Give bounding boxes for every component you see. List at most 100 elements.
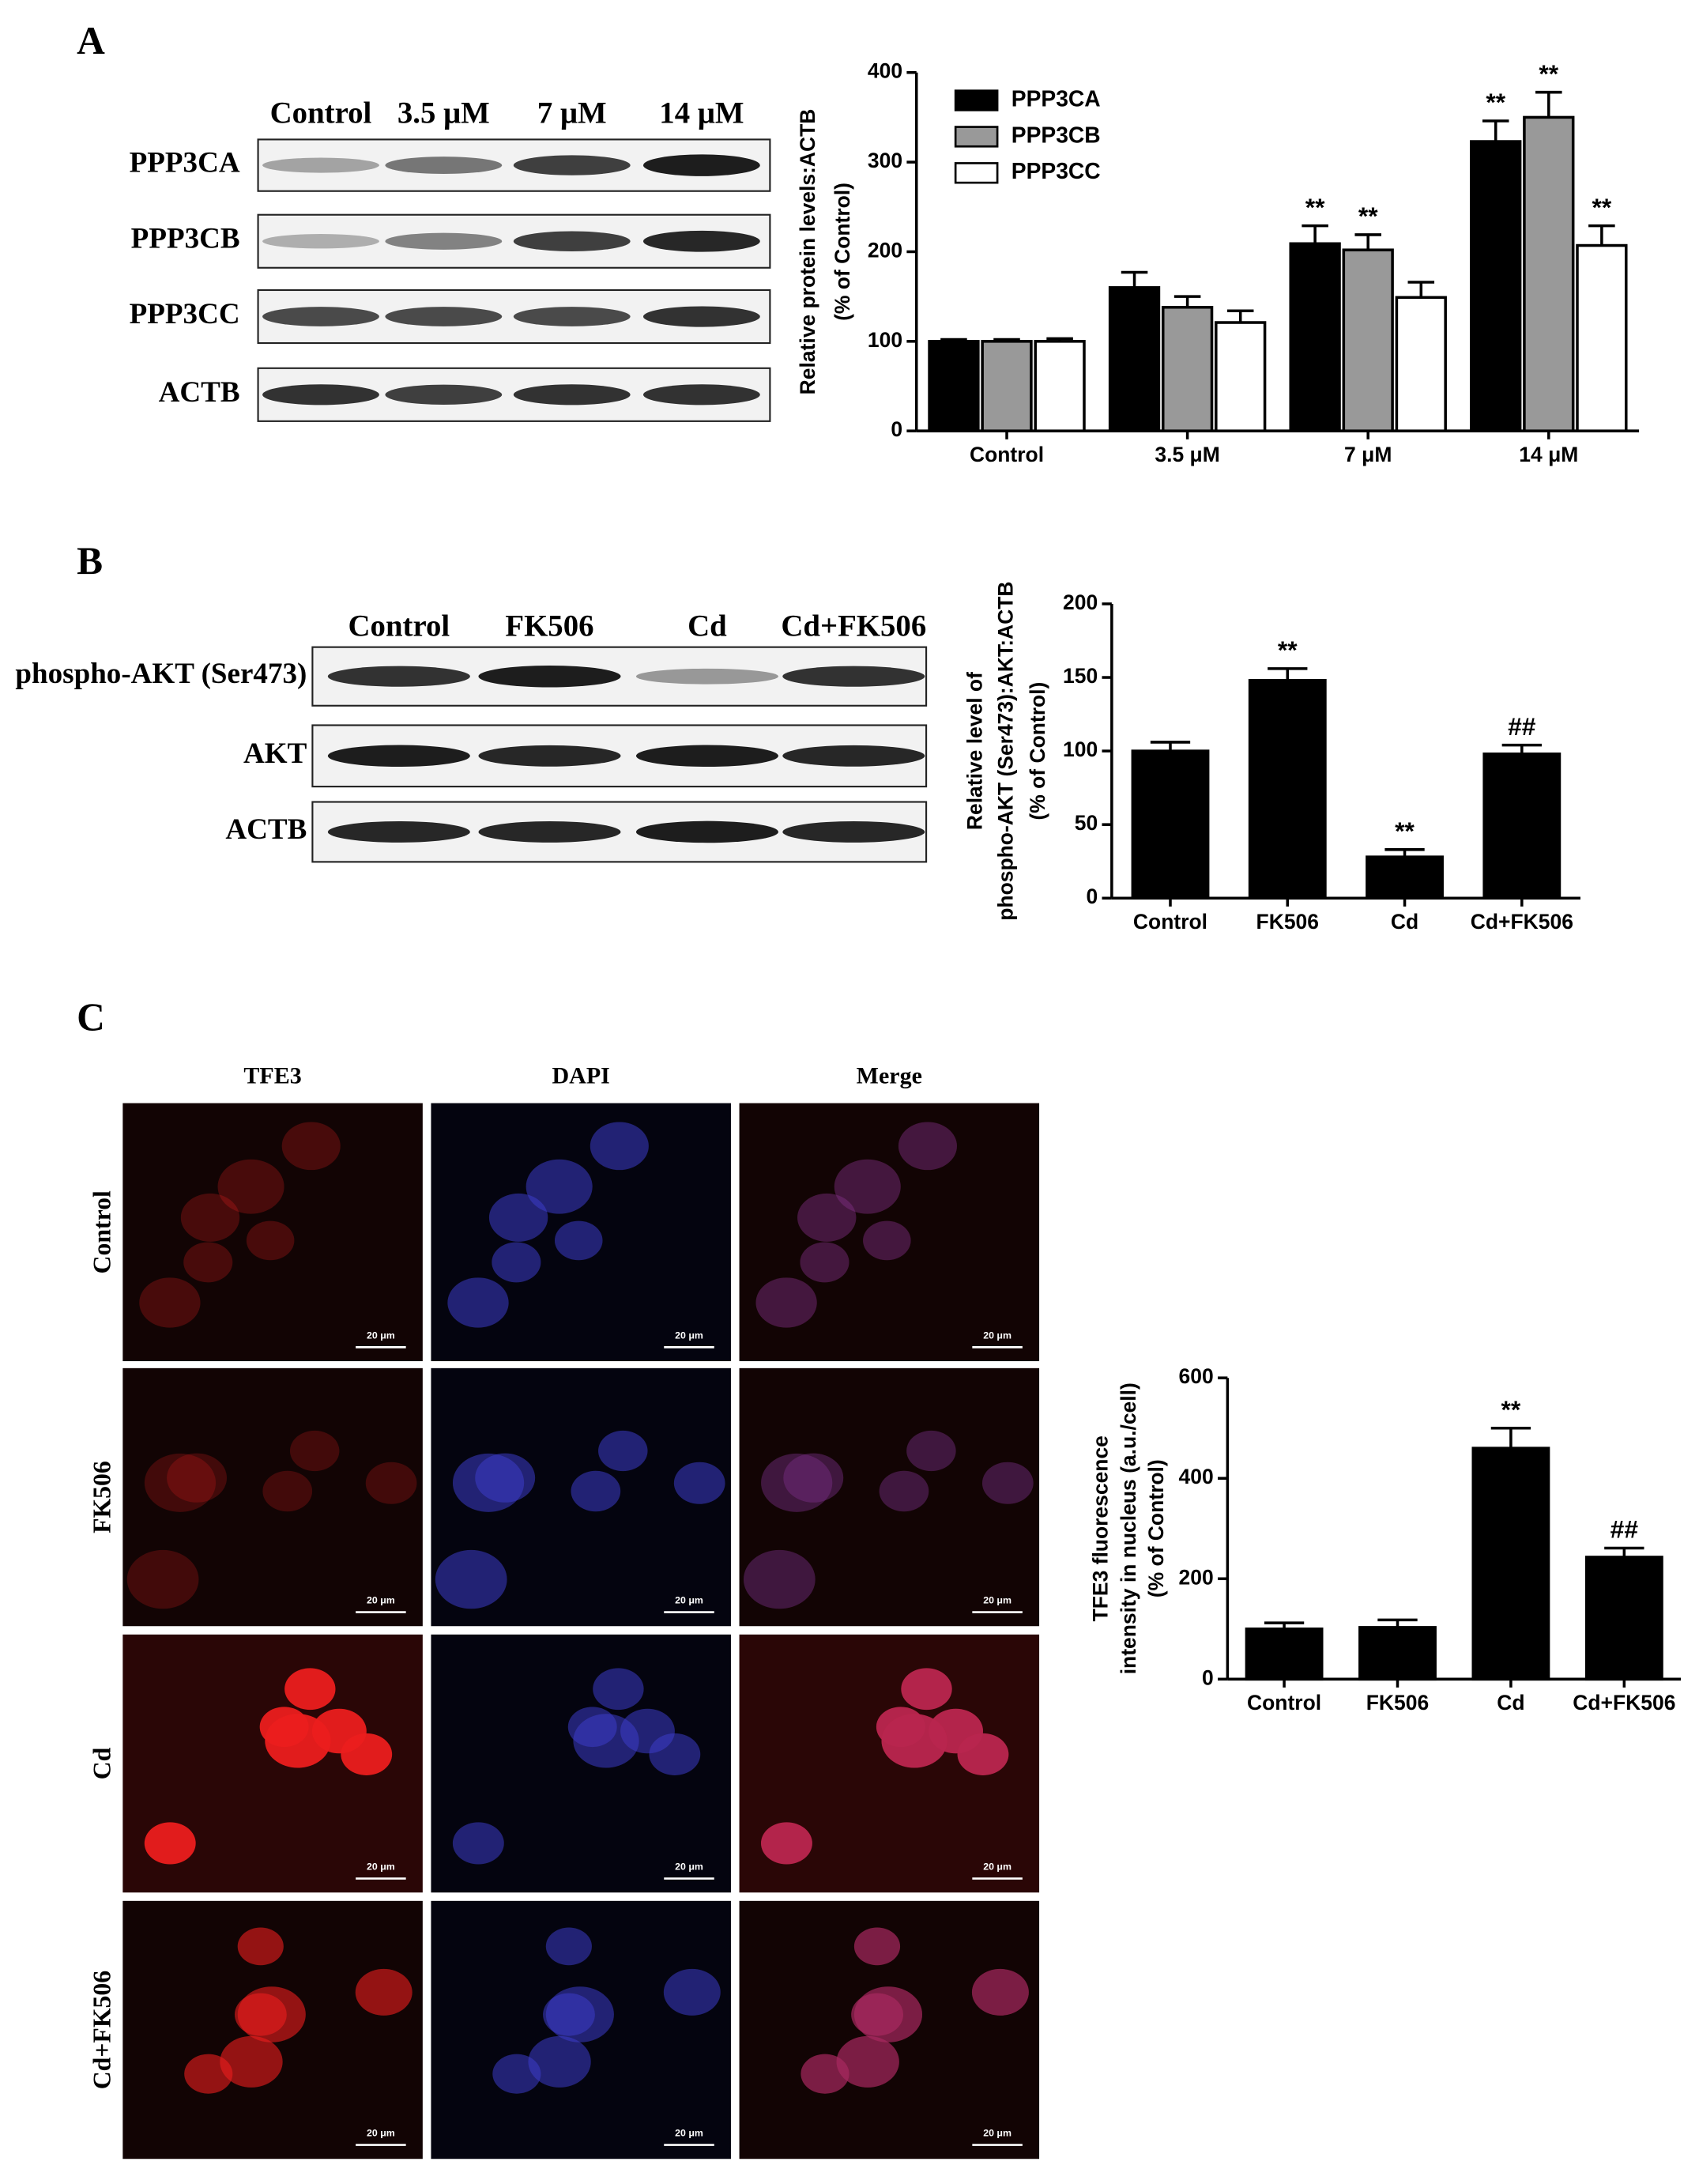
nucleus [981, 1462, 1034, 1504]
nucleus [183, 1242, 233, 1283]
y-axis-label: (% of Control) [1144, 1459, 1168, 1597]
bar [1034, 340, 1086, 432]
column-label: Merge [857, 1063, 922, 1089]
legend-swatch [954, 162, 999, 184]
legend-swatch [954, 89, 999, 111]
nucleus [265, 1714, 331, 1768]
nucleus [783, 1453, 844, 1503]
nucleus [761, 1453, 833, 1512]
scale-bar-label: 20 μm [367, 2128, 395, 2139]
nucleus [184, 2054, 233, 2094]
bar [928, 340, 980, 432]
bar [1215, 321, 1267, 432]
nucleus [853, 1927, 901, 1966]
blot-band [635, 745, 778, 768]
row-label: Cd [89, 1747, 116, 1779]
nucleus [649, 1733, 701, 1775]
x-tick-label: FK506 [1256, 910, 1319, 934]
nucleus [836, 2035, 899, 2088]
blot-band [513, 231, 631, 251]
nucleus [834, 1159, 901, 1214]
nucleus [492, 1242, 541, 1283]
x-tick-label: 3.5 μM [1155, 443, 1219, 466]
nucleus [863, 1220, 911, 1261]
scale-bar-label: 20 μm [675, 1330, 703, 1341]
y-tick-label: 200 [1179, 1565, 1214, 1589]
blot-band [782, 666, 925, 687]
error-bar [1121, 270, 1148, 288]
lane-label: 7 μM [537, 96, 607, 130]
bar [1131, 749, 1210, 900]
bar [1482, 753, 1561, 900]
significance-label: ** [1395, 817, 1415, 845]
blot-band [262, 384, 379, 405]
nucleus [797, 1193, 857, 1242]
error-bar [1173, 295, 1201, 307]
nucleus [879, 1470, 929, 1512]
row-label: ACTB [225, 813, 307, 846]
panel-letter: A [77, 19, 105, 62]
nucleus [545, 1927, 592, 1966]
bar [1523, 115, 1575, 432]
lane-label: FK506 [505, 609, 593, 643]
nucleus [663, 1968, 721, 2016]
nucleus [801, 2054, 850, 2094]
error-bar [1377, 1618, 1418, 1628]
nucleus [783, 1453, 844, 1503]
nucleus [853, 1927, 901, 1966]
blot-band [478, 665, 621, 688]
nucleus [144, 1453, 217, 1512]
nucleus [743, 1549, 816, 1609]
row-label: FK506 [89, 1461, 116, 1533]
nucleus [365, 1462, 417, 1504]
panel-letter: B [77, 539, 103, 583]
nucleus [262, 1470, 313, 1512]
y-tick-label: 200 [868, 238, 902, 262]
nucleus [237, 1927, 284, 1966]
lane-label: 3.5 μM [397, 96, 490, 130]
blot-band [635, 820, 778, 843]
y-axis-label: Relative level of [963, 672, 987, 830]
bar [1470, 140, 1522, 432]
scale-bar-label: 20 μm [367, 1861, 395, 1873]
blot-band [262, 307, 379, 326]
nucleus [220, 2035, 283, 2088]
nucleus [528, 2035, 591, 2088]
error-bar [1302, 224, 1328, 244]
nucleus [543, 1993, 595, 2036]
scale-bar-label: 20 μm [675, 2128, 703, 2139]
blot-band [478, 821, 621, 843]
bar [1584, 1556, 1663, 1681]
nucleus [743, 1549, 816, 1609]
nucleus [673, 1462, 725, 1504]
micrograph [739, 1103, 1040, 1362]
error-bar [1604, 1546, 1644, 1557]
nucleus [492, 2054, 541, 2094]
blot-band [478, 745, 621, 767]
x-tick-label: Cd+FK506 [1471, 910, 1573, 934]
bar [981, 340, 1033, 432]
nucleus [554, 1220, 603, 1261]
x-tick-label: Cd [1497, 1691, 1524, 1714]
nucleus [797, 1193, 857, 1242]
x-tick-label: Control [1247, 1691, 1321, 1714]
nucleus [281, 1122, 341, 1171]
nucleus [898, 1122, 957, 1171]
y-axis-label: intensity in nucleus (a.u./cell) [1117, 1382, 1140, 1674]
nucleus [881, 1714, 947, 1768]
error-bar [1384, 848, 1425, 858]
lane-label: 14 μM [659, 96, 744, 130]
blot-band [327, 666, 470, 687]
nucleus [447, 1277, 509, 1328]
significance-label: ** [1305, 193, 1325, 221]
significance-label: ** [1358, 202, 1378, 230]
x-tick-label: Control [1133, 910, 1207, 934]
error-bar [993, 338, 1020, 341]
nucleus [760, 1822, 812, 1865]
scale-bar-label: 20 μm [675, 1595, 703, 1606]
nucleus [126, 1549, 199, 1609]
error-bar [1588, 224, 1615, 246]
micrograph [739, 1367, 1040, 1627]
